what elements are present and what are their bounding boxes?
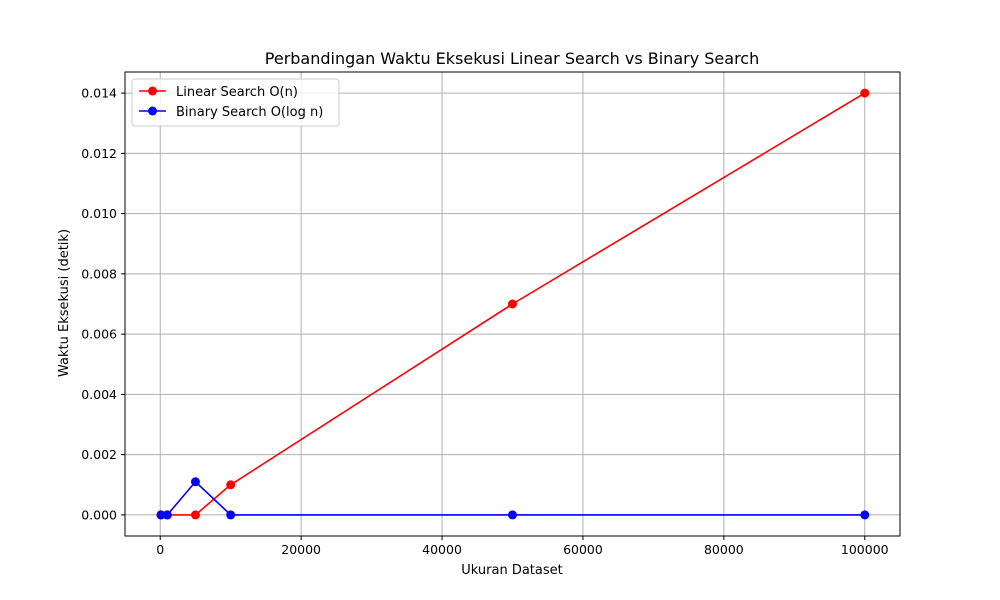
data-point-binary-search bbox=[162, 510, 172, 520]
y-tick-label: 0.010 bbox=[81, 206, 117, 221]
x-tick-label: 20000 bbox=[281, 542, 321, 557]
y-axis-label: Waktu Eksekusi (detik) bbox=[57, 229, 72, 377]
data-point-linear-search bbox=[226, 480, 236, 490]
x-tick-label: 100000 bbox=[841, 542, 889, 557]
data-point-linear-search bbox=[190, 510, 200, 520]
x-axis-label: Ukuran Dataset bbox=[461, 563, 562, 578]
data-point-binary-search bbox=[156, 510, 166, 520]
y-tick-label: 0.014 bbox=[81, 86, 117, 101]
legend-marker-binary-search bbox=[148, 106, 157, 116]
legend-marker-linear-search bbox=[148, 86, 157, 96]
x-tick-label: 0 bbox=[156, 542, 164, 557]
y-tick-label: 0.006 bbox=[81, 327, 117, 342]
data-point-linear-search bbox=[508, 299, 517, 309]
y-axis-ticks: 0.000 0.002 0.004 0.006 0.008 0.010 0.012 0.014 bbox=[81, 86, 125, 522]
data-point-linear-search bbox=[860, 88, 870, 98]
data-point-binary-search bbox=[226, 510, 236, 520]
y-tick-label: 0.002 bbox=[81, 447, 117, 462]
x-tick-label: 60000 bbox=[563, 542, 603, 557]
data-point-binary-search bbox=[860, 510, 870, 520]
series-binary-search bbox=[156, 477, 870, 520]
y-tick-label: 0.000 bbox=[81, 507, 117, 522]
y-tick-label: 0.004 bbox=[81, 387, 117, 402]
legend-box bbox=[131, 78, 340, 127]
x-tick-label: 80000 bbox=[704, 542, 744, 557]
y-tick-label: 0.012 bbox=[81, 146, 117, 161]
plot-frame bbox=[124, 71, 901, 537]
legend-label-linear-search: Linear Search O(n) bbox=[176, 85, 298, 100]
legend: Linear Search O(n) Binary Search O(log n… bbox=[131, 78, 340, 127]
series-layer bbox=[156, 88, 870, 520]
plot-area-border bbox=[124, 71, 901, 537]
legend-label-binary-search: Binary Search O(log n) bbox=[176, 105, 323, 120]
x-tick-label: 40000 bbox=[422, 542, 462, 557]
data-point-binary-search bbox=[190, 477, 200, 487]
y-tick-label: 0.008 bbox=[81, 266, 117, 281]
grid-lines bbox=[125, 72, 900, 536]
chart-title: Perbandingan Waktu Eksekusi Linear Searc… bbox=[265, 49, 759, 68]
data-point-binary-search bbox=[508, 510, 517, 520]
x-axis-ticks: 0 20000 40000 60000 80000 100000 bbox=[156, 536, 889, 557]
